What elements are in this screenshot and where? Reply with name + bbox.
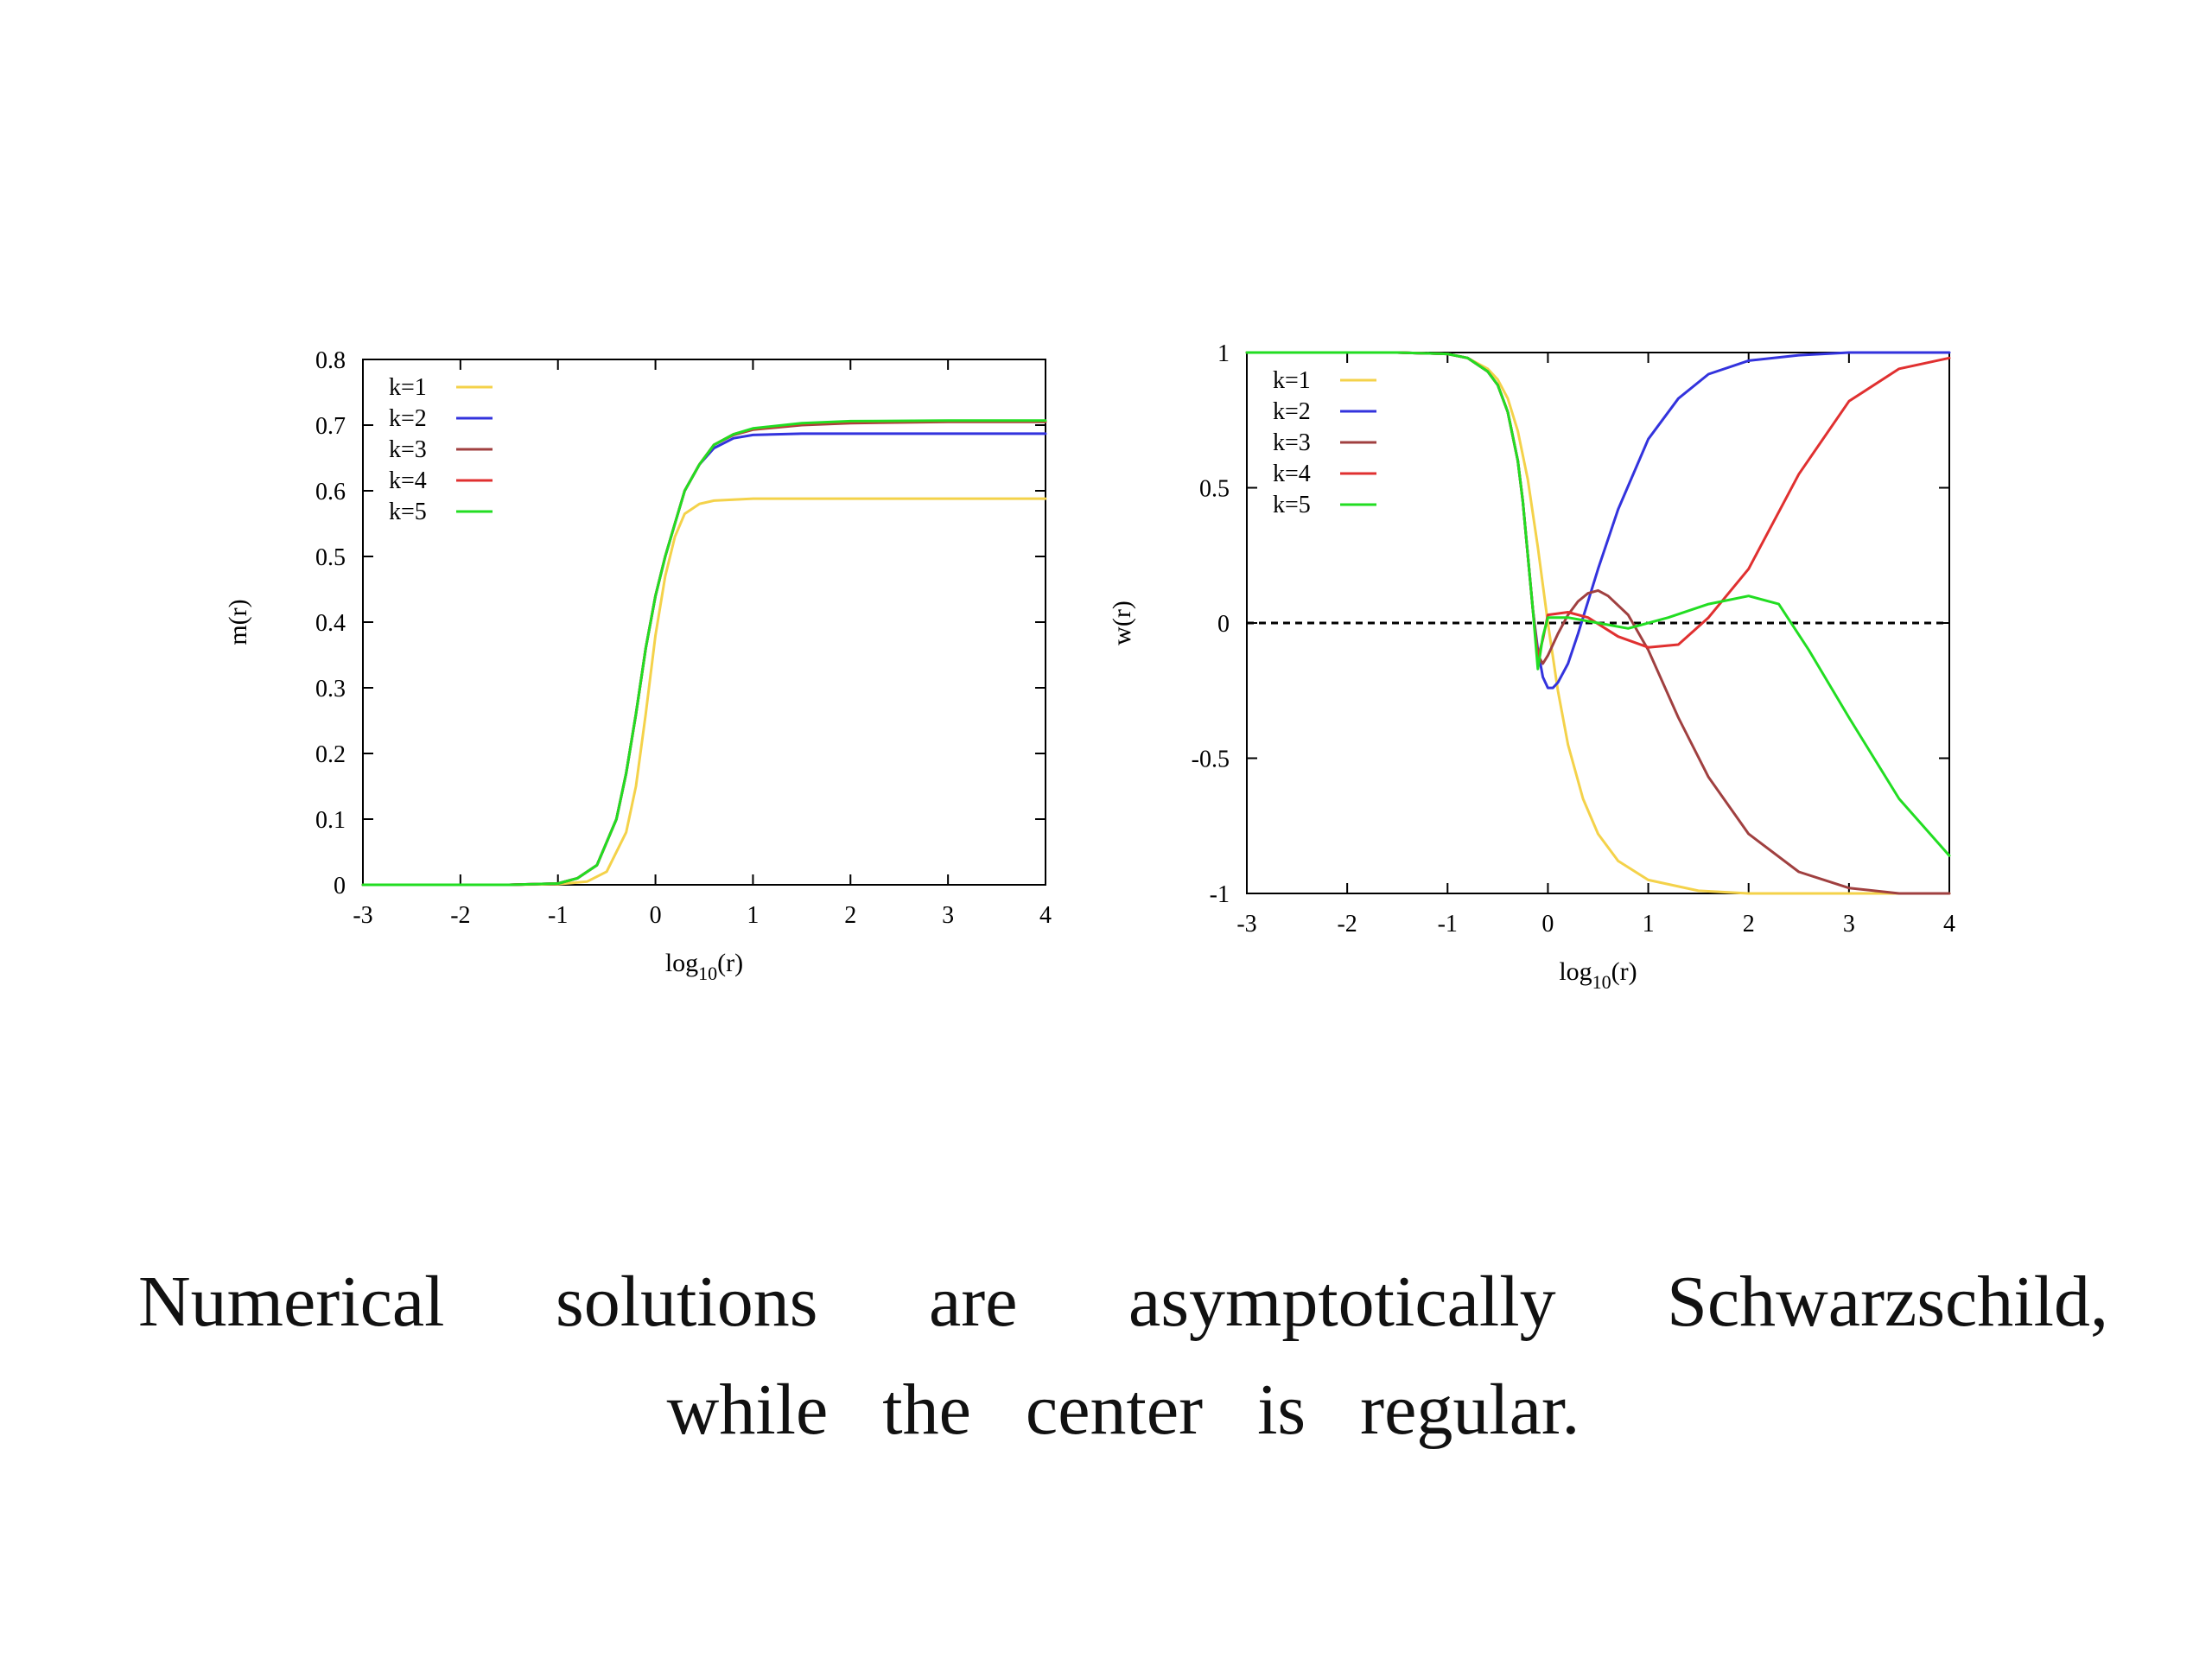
chart-1-series-k1 <box>361 497 1047 887</box>
chart-1-x-tick-label: 0 <box>650 902 662 929</box>
chart-1-legend-label: k=5 <box>389 499 427 525</box>
chart-2-x-tick-label: -3 <box>1236 911 1256 938</box>
chart-2-x-tick-label: 4 <box>1943 911 1955 938</box>
chart-2-y-tick-label: 0 <box>1217 611 1230 638</box>
chart-2-y-tick-label: 1 <box>1217 340 1230 367</box>
chart-1-y-tick-label: 0.5 <box>315 544 346 571</box>
chart-2-legend-label: k=5 <box>1273 492 1311 518</box>
chart-1-legend-label: k=2 <box>389 405 427 432</box>
chart-2-x-tick-label: -1 <box>1438 911 1458 938</box>
chart-1-y-tick-label: 0.1 <box>315 807 346 834</box>
chart-1-series-k4 <box>361 419 1047 887</box>
chart-1-y-tick-label: 0.2 <box>315 741 346 768</box>
chart-1-y-tick-label: 0.6 <box>315 479 346 505</box>
chart-2-y-tick-label: 0.5 <box>1199 476 1230 503</box>
chart-2-x-tick-label: 2 <box>1743 911 1755 938</box>
chart-2-y-tick-label: -1 <box>1210 881 1230 908</box>
chart-1-y-tick-label: 0.3 <box>315 676 346 702</box>
caption-line-1: Numerical solutions are asymptotically S… <box>138 1262 2108 1342</box>
chart-1-series-k2 <box>361 432 1047 887</box>
chart-1-y-tick-label: 0 <box>334 873 346 899</box>
w-of-r-chart: -3 -2 -1 0 1 2 3 4-1-0.500.51log10(r)w(r)k=1k=2… <box>1108 340 1955 993</box>
chart-1-x-tick-label: 3 <box>942 902 954 929</box>
chart-1-x-axis-label: log10(r) <box>665 949 743 984</box>
chart-1-series-k5 <box>361 419 1047 887</box>
chart-1-x-tick-label: 2 <box>844 902 856 929</box>
chart-1-legend-label: k=4 <box>389 467 427 494</box>
chart-1-legend-label: k=1 <box>389 374 427 401</box>
chart-2-legend-label: k=4 <box>1273 461 1311 487</box>
chart-1-plot-frame <box>362 359 1046 886</box>
caption-line-2: while the center is regular. <box>666 1370 1580 1450</box>
chart-1-series-k3 <box>361 420 1047 887</box>
chart-1-y-tick-label: 0.8 <box>315 347 346 374</box>
chart-1-x-tick-label: 4 <box>1039 902 1052 929</box>
chart-1-x-tick-label: -3 <box>353 902 372 929</box>
chart-2-y-axis-label: w(r) <box>1108 601 1136 645</box>
chart-2-x-tick-label: -2 <box>1337 911 1357 938</box>
chart-1-y-tick-label: 0.7 <box>315 413 346 440</box>
chart-2-series-k2 <box>1245 351 1951 690</box>
chart-2-y-tick-label: -0.5 <box>1192 747 1230 773</box>
chart-2-series-k5 <box>1245 351 1951 857</box>
chart-2-legend-label: k=3 <box>1273 429 1311 456</box>
chart-1-y-axis-label: m(r) <box>224 599 252 645</box>
chart-1-x-tick-label: -1 <box>548 902 568 929</box>
chart-2-x-tick-label: 1 <box>1643 911 1655 938</box>
chart-2-x-tick-label: 0 <box>1541 911 1554 938</box>
chart-2-x-axis-label: log10(r) <box>1559 957 1637 993</box>
chart-2-legend-label: k=2 <box>1273 398 1311 425</box>
chart-1-legend-label: k=3 <box>389 436 427 463</box>
chart-1-x-tick-label: 1 <box>747 902 759 929</box>
chart-1-x-tick-label: -2 <box>450 902 470 929</box>
chart-2-x-tick-label: 3 <box>1843 911 1855 938</box>
chart-2-legend-label: k=1 <box>1273 367 1311 394</box>
chart-1-y-tick-label: 0.4 <box>315 610 346 637</box>
m-of-r-chart: -3 -2 -1 0 1 2 3 4 0 0.1 0.2 0.3 0.4 0.5 0.6 0.7 0.8 log1… <box>224 347 1052 984</box>
